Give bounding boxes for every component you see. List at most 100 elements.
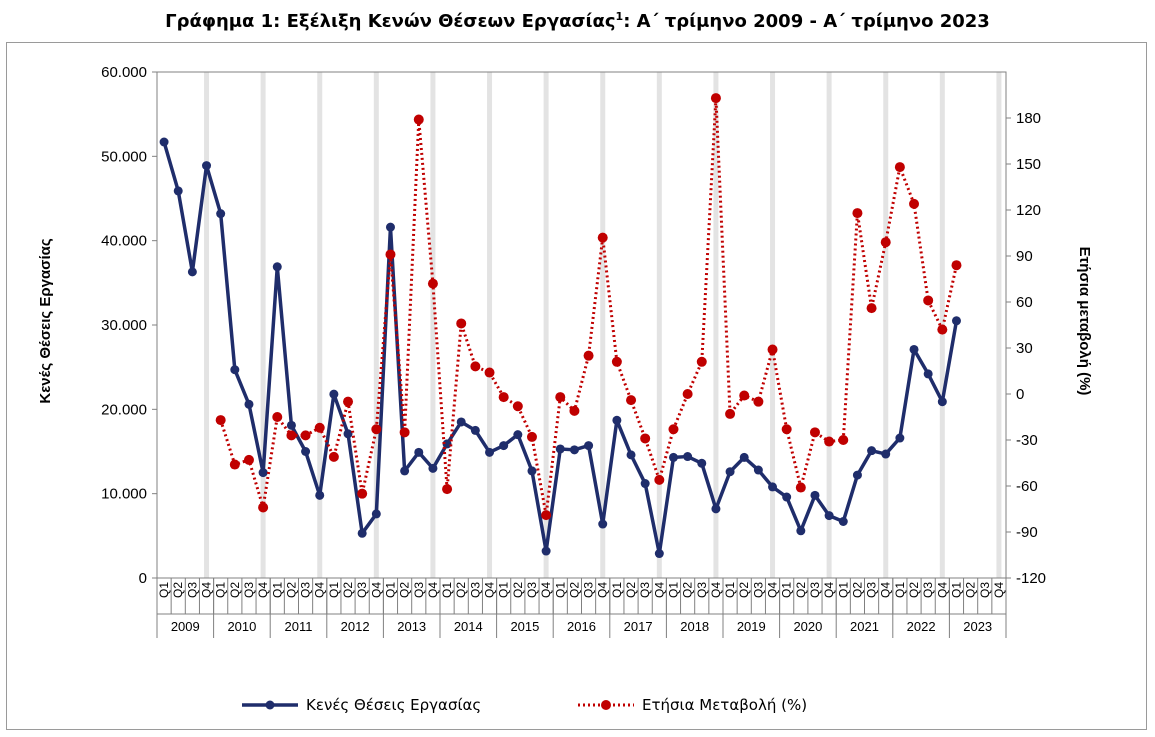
vacancies-data-point (867, 446, 877, 456)
x-axis-quarter-label: Q3 (865, 582, 879, 598)
x-axis-quarter-label: Q3 (468, 582, 482, 598)
annual-change-data-point (413, 114, 424, 125)
plot-area-border (156, 71, 1007, 579)
x-axis-quarter-label: Q2 (228, 582, 242, 598)
vacancies-data-point (753, 465, 763, 475)
x-axis-quarter-label: Q2 (171, 582, 185, 598)
x-axis-quarter-label: Q1 (553, 582, 567, 598)
x-axis-quarter-label: Q1 (214, 582, 228, 598)
vacancies-data-point (739, 452, 749, 462)
x-axis-year-label: 2023 (963, 619, 992, 634)
annual-change-data-point (937, 324, 948, 335)
x-axis-quarter-label: Q3 (638, 582, 652, 598)
annual-change-data-point (258, 502, 269, 513)
left-axis-tick-label: 60.000 (101, 64, 147, 81)
right-axis-tick-label: 150 (1016, 156, 1041, 173)
series-line-vacancies (162, 141, 959, 556)
annual-change-data-point (809, 427, 820, 438)
left-axis-tick-label: 0 (139, 570, 147, 587)
vacancies-data-point (782, 492, 792, 502)
annual-change-data-point (300, 430, 311, 441)
x-axis-quarter-label: Q3 (921, 582, 935, 598)
vacancies-data-point (329, 389, 339, 399)
vacancies-data-point (258, 468, 268, 478)
annual-change-data-point (555, 392, 566, 403)
x-axis-quarter-label: Q4 (766, 582, 780, 598)
vacancies-data-point (527, 466, 537, 476)
x-axis-quarter-label: Q4 (426, 582, 440, 598)
x-axis-quarter-label: Q2 (681, 582, 695, 598)
x-axis-year-label: 2013 (397, 619, 426, 634)
annual-change-data-point (696, 356, 707, 367)
vacancies-data-point (937, 397, 947, 407)
x-axis-quarter-label: Q4 (709, 582, 723, 598)
vacancies-data-point (272, 262, 282, 272)
annual-change-data-point (512, 401, 523, 412)
vacancies-data-point (654, 549, 664, 559)
x-axis-quarter-label: Q4 (200, 582, 214, 598)
annual-change-data-point (442, 484, 453, 495)
vacancies-data-point (470, 425, 480, 435)
left-axis-tick-label: 30.000 (101, 317, 147, 334)
annual-change-data-point (640, 433, 651, 444)
annual-change-data-point (753, 396, 764, 407)
legend: Κενές Θέσεις Εργασίας Ετήσια Μεταβολή (%… (0, 694, 1155, 718)
x-axis-quarter-label: Q2 (964, 582, 978, 598)
vacancies-data-point (895, 433, 905, 443)
right-axis-tick-label: 60 (1016, 294, 1033, 311)
vacancies-data-point (286, 420, 296, 430)
annual-change-data-point (781, 424, 792, 435)
annual-change-data-point (583, 350, 594, 361)
vacancies-data-point (598, 519, 608, 529)
x-axis-quarter-label: Q1 (666, 582, 680, 598)
series-layer (159, 93, 962, 559)
annual-change-data-point (371, 424, 382, 435)
annual-change-data-point (654, 474, 665, 485)
right-y-axis-label: Ετήσια μεταβολή (%) (1076, 247, 1093, 396)
vacancies-data-point (173, 186, 183, 196)
x-axis-quarter-label: Q3 (299, 582, 313, 598)
annual-change-data-point (427, 278, 438, 289)
x-axis-quarter-label: Q4 (539, 582, 553, 598)
x-axis-quarter-label: Q1 (383, 582, 397, 598)
vacancies-data-point (951, 316, 961, 326)
vacancies-data-point (640, 479, 650, 489)
annual-change-data-point (569, 405, 580, 416)
annual-change-data-point (399, 427, 410, 438)
x-axis-year-label: 2014 (454, 619, 483, 634)
annual-change-data-point (923, 295, 934, 306)
x-axis-quarter-label: Q4 (313, 582, 327, 598)
year-band-lines (204, 72, 1002, 578)
annual-change-data-point (498, 392, 509, 403)
annual-change-data-point (541, 510, 552, 521)
x-axis-quarter-label: Q4 (822, 582, 836, 598)
x-axis-quarter-label: Q1 (836, 582, 850, 598)
x-axis-quarter-label: Q2 (850, 582, 864, 598)
x-axis-quarter-label: Q1 (949, 582, 963, 598)
annual-change-data-point (229, 459, 240, 470)
x-axis-quarter-label: Q3 (355, 582, 369, 598)
vacancies-data-point (626, 450, 636, 460)
vacancies-data-point (202, 161, 212, 171)
vacancies-data-point (668, 452, 678, 462)
annual-change-data-point (243, 454, 254, 465)
vacancies-data-point (824, 511, 834, 521)
x-axis-quarter-label: Q4 (596, 582, 610, 598)
x-axis-quarter-label: Q1 (440, 582, 454, 598)
right-axis-tick-label: -30 (1016, 432, 1038, 449)
annual-change-data-point (767, 344, 778, 355)
x-axis-quarter-label: Q4 (992, 582, 1006, 598)
x-axis-quarter-label: Q4 (483, 582, 497, 598)
annual-change-data-point (328, 451, 339, 462)
x-axis-quarter-label: Q3 (185, 582, 199, 598)
x-axis-year-label: 2018 (680, 619, 709, 634)
x-axis-quarter-label: Q4 (652, 582, 666, 598)
annual-change-data-point (611, 356, 622, 367)
chart-title-period: : Α΄ τρίμηνο 2009 - Α΄ τρίμηνο 2023 (623, 11, 990, 32)
annual-change-data-point (795, 482, 806, 493)
vacancies-data-point (584, 441, 594, 451)
vacancies-data-point (244, 399, 254, 409)
legend-marker-dotted-line (578, 700, 634, 710)
x-axis-quarter-label: Q4 (369, 582, 383, 598)
